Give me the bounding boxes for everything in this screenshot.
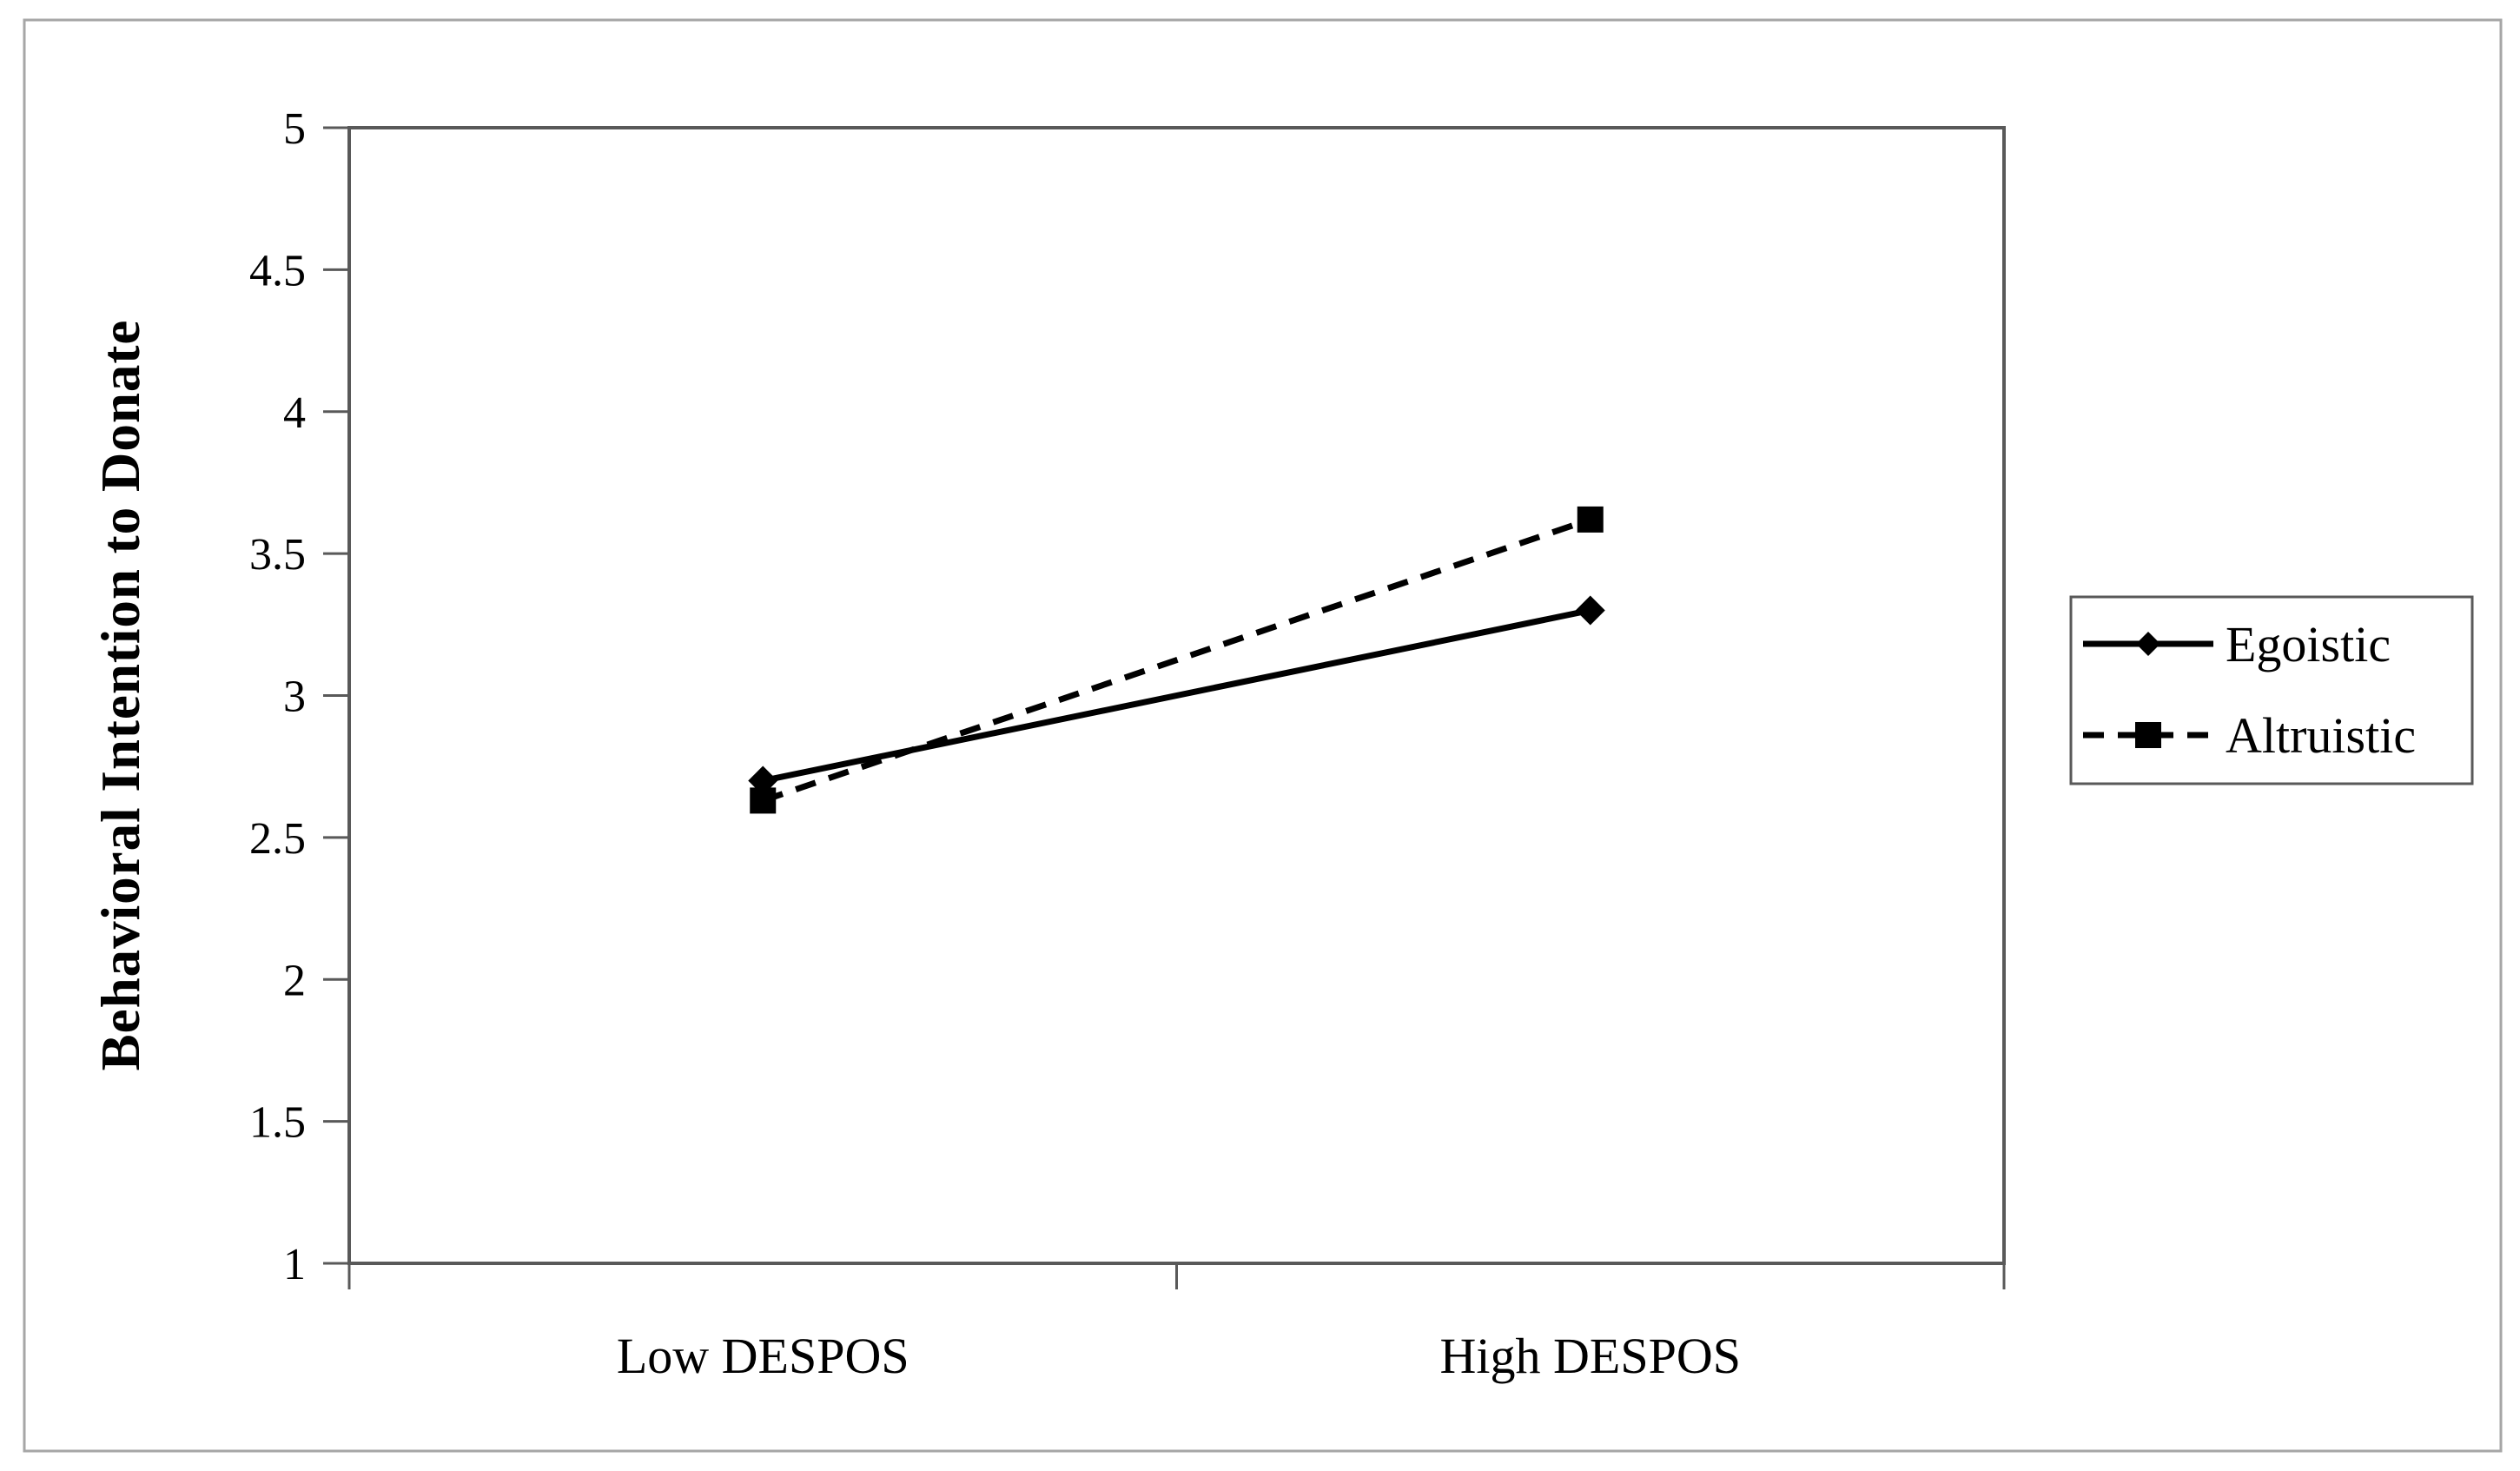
square-marker-icon: [2135, 722, 2161, 748]
y-tick-label: 2.5: [249, 814, 306, 864]
series-line-egoistic: [762, 607, 1591, 784]
y-tick-label: 3.5: [249, 530, 306, 580]
y-tick-label: 1: [283, 1240, 306, 1289]
figure-border: [23, 18, 2503, 1453]
data-point-diamond-egoistic: [1575, 595, 1605, 626]
y-tick-label: 4.5: [249, 246, 306, 295]
y-axis: 1 1.5 2 2.5 3 3.5 4 4.5 5: [249, 104, 349, 1289]
legend-box: [2069, 595, 2474, 785]
series-line-altruistic: [762, 516, 1591, 804]
y-tick-label: 2: [283, 956, 306, 1005]
x-category-label: Low DESPOS: [617, 1328, 909, 1384]
x-axis: Low DESPOS High DESPOS: [347, 1263, 2006, 1384]
legend-item-egoistic: Egoistic: [2083, 616, 2391, 673]
data-point-square-altruistic: [1577, 506, 1604, 533]
y-tick-label: 4: [283, 388, 306, 438]
y-tick-label: 5: [283, 104, 306, 154]
y-axis-title: Behavioral Intention to Donate: [90, 320, 151, 1071]
legend-label-egoistic: Egoistic: [2226, 616, 2391, 673]
legend-item-altruistic: Altruistic: [2083, 707, 2416, 764]
series-group: [748, 506, 1605, 814]
legend-label-altruistic: Altruistic: [2226, 707, 2416, 764]
y-tick-label: 3: [283, 673, 306, 722]
x-category-label: High DESPOS: [1440, 1328, 1741, 1384]
diamond-marker-icon: [2136, 632, 2160, 656]
legend: Egoistic Altruistic: [2069, 595, 2474, 785]
data-point-square-altruistic: [750, 787, 777, 814]
y-tick-label: 1.5: [249, 1098, 306, 1148]
